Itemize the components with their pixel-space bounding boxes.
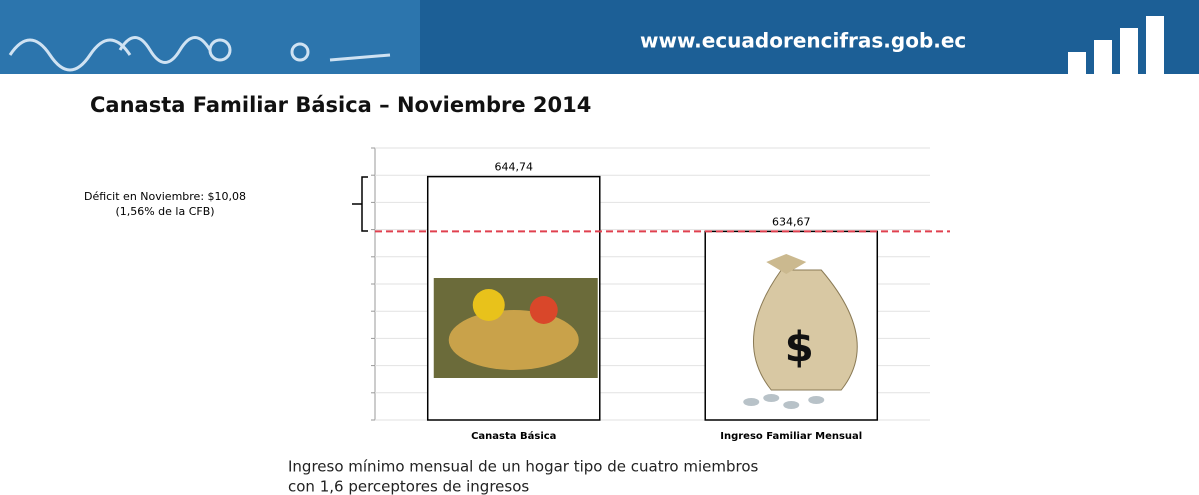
basket (448, 310, 579, 370)
annotation: Déficit en Noviembre: $10,08 (84, 190, 246, 203)
x-tick-label: Ingreso Familiar Mensual (720, 431, 862, 442)
value-label: 644,74 (495, 161, 534, 174)
deficit-bracket (352, 176, 368, 232)
coin (808, 396, 825, 404)
coin (763, 394, 780, 402)
money-bag (753, 269, 858, 391)
dollar-sign: $ (785, 323, 814, 372)
header-pattern (0, 0, 420, 74)
header-doodles (8, 36, 391, 72)
produce (529, 296, 558, 324)
note: Ingreso mínimo mensual de un hogar tipo … (288, 458, 759, 476)
x-tick-label: Canasta Básica (471, 430, 556, 442)
chart-title: Canasta Familiar Básica – Noviembre 2014 (90, 93, 591, 117)
money-bag-top (766, 254, 807, 274)
value-label: 634,67 (772, 215, 811, 228)
note: con 1,6 perceptores de ingresos (288, 478, 529, 495)
header-logo (1068, 16, 1164, 74)
coin (743, 398, 760, 406)
produce (472, 289, 505, 321)
annotation: (1,56% de la CFB) (115, 205, 214, 218)
coin (783, 401, 800, 409)
header-url: www.ecuadorencifras.gob.ec (640, 29, 966, 53)
